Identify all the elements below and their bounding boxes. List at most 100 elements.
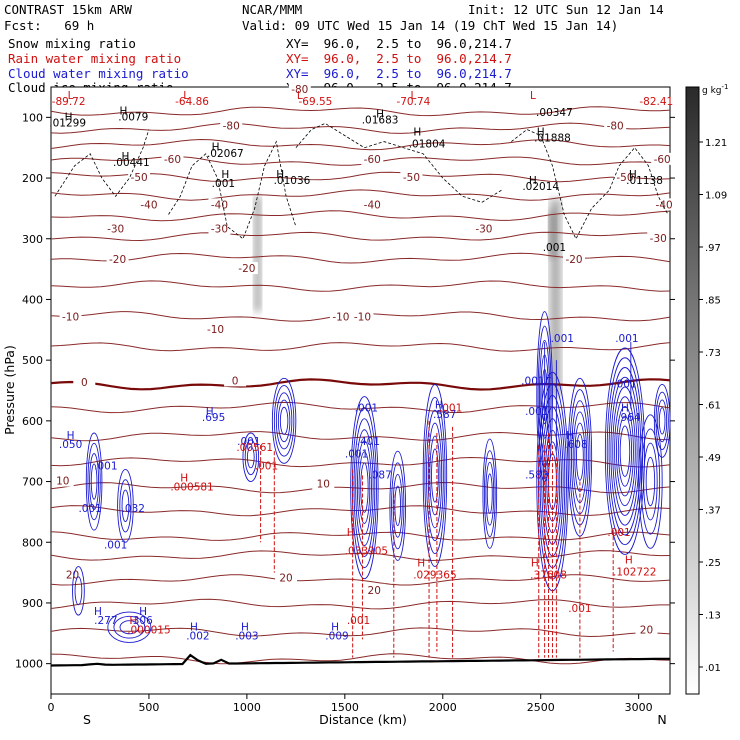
isotherm-label-bg (208, 198, 231, 211)
colorbar-bar (685, 86, 700, 695)
isotherm-label: -80 (607, 120, 624, 132)
extremum-marker: L (183, 90, 189, 102)
x-tick-label: 3000 (625, 701, 653, 714)
cloud-water-contour (424, 396, 446, 555)
field-cloud-water-name: Cloud water mixing ratio (8, 66, 189, 81)
extremum-marker: H (531, 558, 539, 570)
cloud-water-contour (576, 433, 584, 481)
isotherm-label-bg (137, 198, 160, 211)
isotherm-label: -10 (332, 312, 349, 324)
extremum-value: .000015 (127, 624, 170, 636)
cloud-ice-contour (54, 129, 150, 197)
extremum-marker: H (121, 151, 129, 163)
cloud-water-contour (604, 347, 645, 555)
extremum-marker: H (129, 615, 137, 627)
cloud-water-contour (244, 439, 257, 476)
cloud-water-contour (350, 396, 379, 580)
extremum-value: .001 (212, 178, 235, 190)
isotherm-label: -10 (62, 312, 79, 324)
cloud-water-contour (617, 415, 633, 487)
extremum-marker: H (545, 372, 553, 384)
isotherm-label-bg (613, 171, 636, 184)
isotherm-label-bg (288, 83, 311, 96)
colorbar-units: g kg-1 (702, 83, 728, 96)
isotherm-label: 20 (279, 573, 292, 585)
cloud-water-contour (645, 456, 656, 507)
colorbar-tick-label: .01 (705, 663, 721, 674)
cloud-water-contour (360, 462, 369, 513)
extremum-value: .01888 (534, 133, 571, 145)
extremum-marker: H (625, 554, 633, 566)
extremum-value: .002 (186, 630, 209, 642)
extremum-marker: H (376, 108, 384, 120)
isotherm (50, 401, 671, 414)
extremum-value: .001 (355, 403, 378, 415)
model-title: CONTRAST 15km ARW (4, 2, 132, 17)
isotherm-label-bg (635, 623, 658, 636)
isotherm-label: -40 (140, 199, 157, 211)
isotherm-label-bg (61, 568, 84, 581)
extremum-value: -69.55 (299, 96, 333, 108)
colorbar-tick-label: .49 (705, 453, 721, 464)
cloud-water-contour (638, 414, 663, 549)
extremum-value: .003 (235, 630, 258, 642)
extremum-value: .01683 (362, 114, 399, 126)
cloud-water-contour (482, 438, 498, 549)
isotherm-label-bg (128, 171, 151, 184)
cloud-ice-contour (168, 140, 297, 240)
cloud-water-contour (89, 453, 100, 510)
extremum-marker: H (621, 403, 629, 415)
isotherm-label-bg (235, 262, 258, 275)
extremum-value: .000581 (170, 482, 213, 494)
forecast-hour: Fcst: 69 h (4, 18, 95, 33)
cloud-water-contour (107, 611, 152, 643)
extremum-marker: H (276, 169, 284, 181)
extremum-marker: H (537, 127, 545, 139)
extremum-value: .01036 (274, 175, 311, 187)
isotherm-label-bg (651, 152, 674, 165)
cloud-water-contour (608, 367, 642, 536)
y-tick-label: 700 (22, 476, 43, 489)
cloud-water-contour (429, 435, 441, 516)
isotherm-label: -30 (650, 233, 667, 245)
isotherm-label-bg (51, 474, 74, 487)
cloud-water-contour (612, 386, 638, 516)
extremum-marker: H (417, 558, 425, 570)
x-tick-label: 1000 (233, 701, 261, 714)
extremum-value: .01138 (626, 175, 663, 187)
isotherm-label: -30 (211, 224, 228, 236)
isotherm-label-bg (224, 374, 247, 387)
isotherm (50, 574, 671, 586)
extremum-value: .001 (551, 333, 574, 345)
cloud-water-contour (74, 576, 83, 606)
extremum-value: .001 (104, 539, 127, 551)
plot-frame (50, 86, 671, 695)
extremum-marker: H (629, 169, 637, 181)
isotherm-label: -50 (131, 172, 148, 184)
isotherm-label-bg (563, 252, 586, 265)
cloud-water-contour (246, 446, 255, 469)
extremum-value: .695 (202, 412, 225, 424)
valid-time: Valid: 09 UTC Wed 15 Jan 14 (19 ChT Wed … (242, 18, 619, 33)
extremum-value: .01804 (409, 139, 446, 151)
cloud-water-contour (358, 451, 371, 524)
field-cloud-water-xy: XY= 96.0, 2.5 to 96.0,214.7 (286, 66, 512, 81)
colorbar-tick-label: .25 (705, 558, 721, 569)
isotherm-label: 20 (640, 624, 653, 636)
extremum-marker: H (94, 606, 102, 618)
isotherm-label: -20 (565, 254, 582, 266)
x-end-label-left: S (83, 712, 91, 727)
isotherm-label-bg (329, 310, 352, 323)
snow-plume (548, 211, 557, 257)
colorbar-tick-label: .97 (705, 243, 721, 254)
extremum-value: .37608 (530, 570, 567, 582)
cloud-water-contour (273, 385, 295, 457)
isotherm-label: -20 (238, 263, 255, 275)
cloud-water-contour (422, 383, 448, 567)
colorbar-tick-label: 1.21 (705, 138, 727, 149)
isotherm-label-bg (204, 322, 227, 335)
cloud-water-contour (119, 620, 140, 635)
isotherm-label-bg (361, 152, 384, 165)
cloud-water-contour (119, 479, 132, 533)
